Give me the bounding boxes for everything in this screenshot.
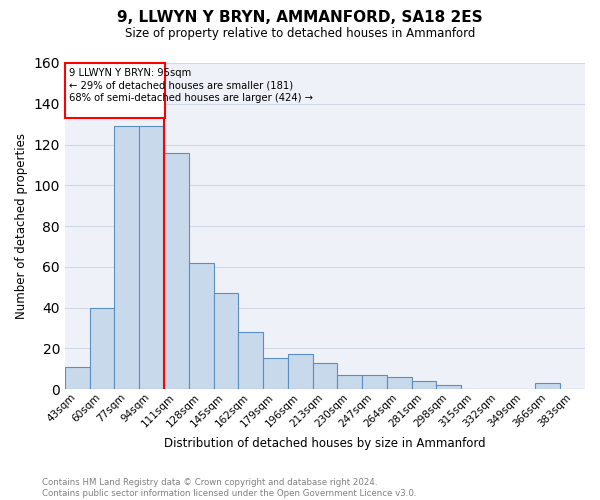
Bar xyxy=(337,375,362,389)
Bar xyxy=(189,262,214,389)
Bar xyxy=(288,354,313,389)
Bar xyxy=(238,332,263,389)
Bar xyxy=(65,63,165,118)
Bar xyxy=(89,308,115,389)
Text: Size of property relative to detached houses in Ammanford: Size of property relative to detached ho… xyxy=(125,28,475,40)
Text: 9 LLWYN Y BRYN: 95sqm: 9 LLWYN Y BRYN: 95sqm xyxy=(68,68,191,78)
Bar xyxy=(115,126,139,389)
Text: ← 29% of detached houses are smaller (181): ← 29% of detached houses are smaller (18… xyxy=(68,80,293,90)
Bar xyxy=(535,383,560,389)
Text: Contains HM Land Registry data © Crown copyright and database right 2024.
Contai: Contains HM Land Registry data © Crown c… xyxy=(42,478,416,498)
Bar xyxy=(263,358,288,389)
Text: 9, LLWYN Y BRYN, AMMANFORD, SA18 2ES: 9, LLWYN Y BRYN, AMMANFORD, SA18 2ES xyxy=(117,10,483,25)
Bar xyxy=(313,362,337,389)
Bar xyxy=(214,294,238,389)
Bar xyxy=(362,375,387,389)
Y-axis label: Number of detached properties: Number of detached properties xyxy=(15,133,28,319)
Bar xyxy=(65,366,89,389)
Bar xyxy=(164,152,189,389)
Bar xyxy=(387,377,412,389)
X-axis label: Distribution of detached houses by size in Ammanford: Distribution of detached houses by size … xyxy=(164,437,486,450)
Bar xyxy=(412,381,436,389)
Bar xyxy=(139,126,164,389)
Bar xyxy=(436,385,461,389)
Text: 68% of semi-detached houses are larger (424) →: 68% of semi-detached houses are larger (… xyxy=(68,92,313,102)
